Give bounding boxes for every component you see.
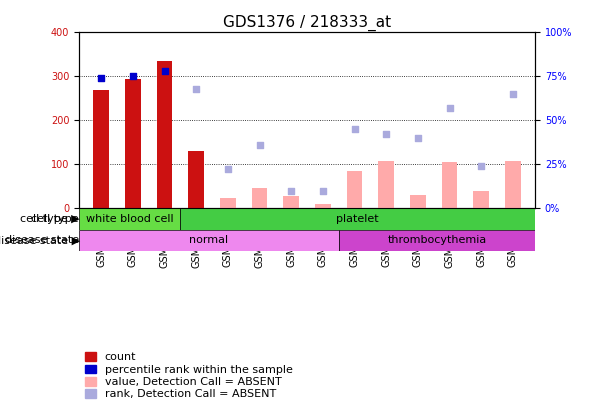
Point [476,163,486,169]
Bar [347,171,362,208]
Point [96,75,106,81]
Bar [79,230,339,251]
Bar [378,161,394,208]
Text: normal: normal [189,235,229,245]
Point [381,131,391,138]
Bar [473,192,489,208]
Point [318,188,328,194]
Text: disease state ▶: disease state ▶ [0,235,80,245]
Bar [410,195,426,208]
Bar [339,230,535,251]
Title: GDS1376 / 218333_at: GDS1376 / 218333_at [223,15,391,31]
Bar [315,204,331,208]
Bar [79,208,181,230]
Bar [181,208,535,230]
Text: cell type: cell type [32,214,79,224]
Text: platelet: platelet [336,214,379,224]
Point [286,188,296,194]
Text: thrombocythemia: thrombocythemia [387,235,486,245]
Point [508,91,518,97]
Legend: count, percentile rank within the sample, value, Detection Call = ABSENT, rank, : count, percentile rank within the sample… [85,352,292,399]
Point [255,142,264,148]
Point [413,134,423,141]
Bar [441,162,457,208]
Bar [93,90,109,208]
Text: white blood cell: white blood cell [86,214,173,224]
Point [192,85,201,92]
Point [128,73,138,79]
Point [350,126,359,132]
Bar [157,61,173,208]
Point [160,68,170,74]
Point [223,166,233,173]
Bar [283,196,299,208]
Bar [188,151,204,208]
Bar [252,188,268,208]
Text: cell type ▶: cell type ▶ [20,214,80,224]
Point [444,105,454,111]
Bar [505,161,521,208]
Text: disease state: disease state [5,235,79,245]
Bar [125,79,141,208]
Bar [220,198,236,208]
